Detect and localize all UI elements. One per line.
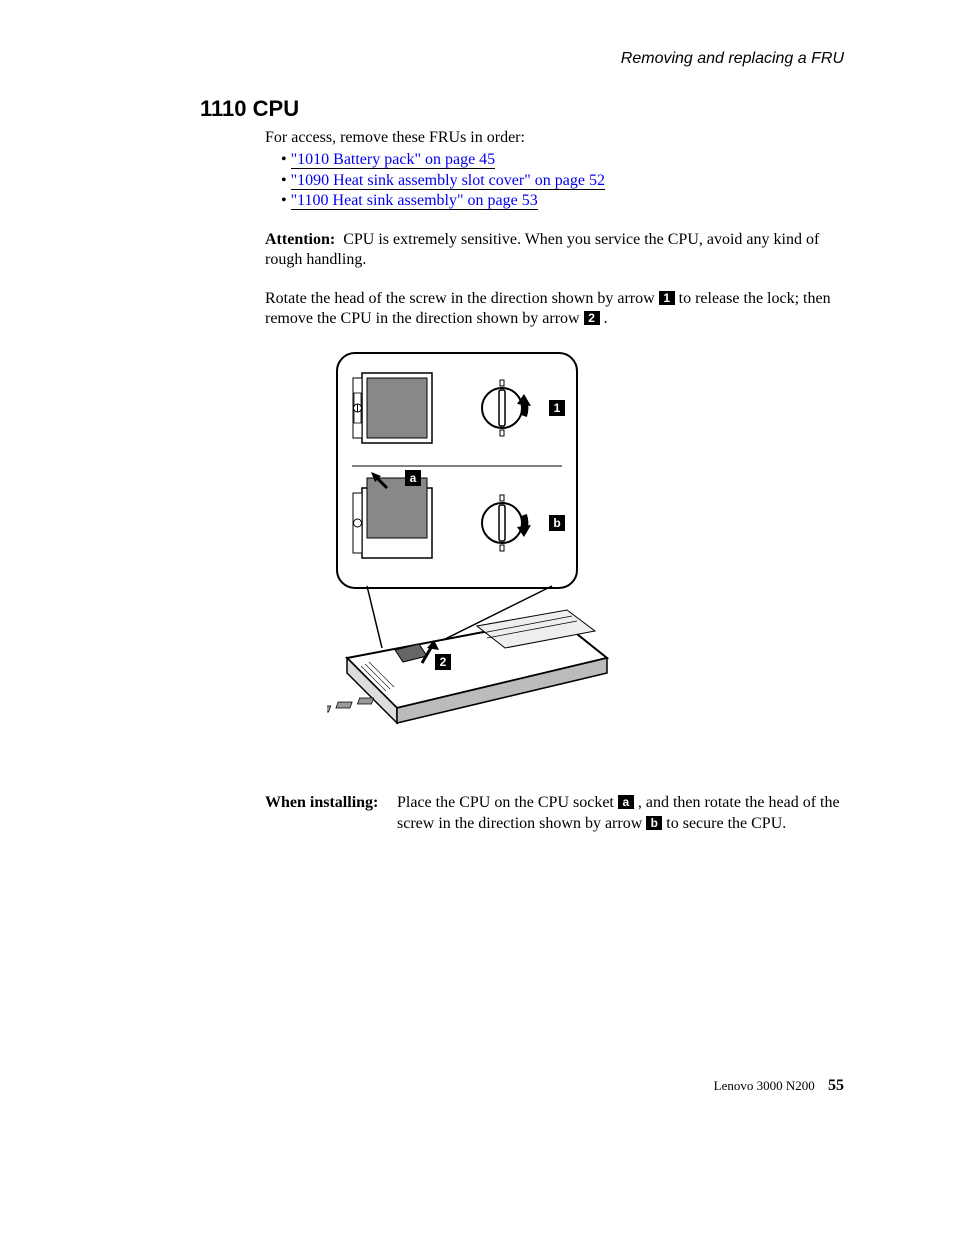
attention-para: Attention: CPU is extremely sensitive. W… (265, 230, 844, 271)
rotate-text-3: . (600, 310, 608, 327)
attention-text: CPU is extremely sensitive. When you ser… (265, 231, 819, 268)
figure-badge-b: b (553, 516, 560, 530)
footer-product: Lenovo 3000 N200 (714, 1078, 815, 1093)
rotate-text-1: Rotate the head of the screw in the dire… (265, 290, 659, 307)
figure-badge-a: a (410, 471, 417, 485)
figure: 1 a (110, 348, 844, 753)
section-title: 1110 CPU (200, 96, 844, 122)
list-item: "1100 Heat sink assembly" on page 53 (281, 191, 844, 211)
install-text-3: to secure the CPU. (662, 815, 786, 832)
footer-page-number: 55 (828, 1077, 844, 1094)
badge-1-icon: 1 (659, 291, 675, 305)
fru-prereq-list: "1010 Battery pack" on page 45 "1090 Hea… (265, 150, 844, 211)
diagram-svg: 1 a (327, 348, 627, 748)
chapter-header: Removing and replacing a FRU (110, 50, 844, 68)
badge-b-icon: b (646, 816, 662, 830)
figure-badge-1: 1 (554, 401, 561, 415)
link-battery-pack[interactable]: "1010 Battery pack" on page 45 (291, 151, 496, 169)
badge-2-icon: 2 (584, 311, 600, 325)
install-label: When installing: (265, 794, 378, 811)
attention-label: Attention: (265, 231, 335, 248)
install-text-1: Place the CPU on the CPU socket (397, 794, 618, 811)
link-heatsink-slot-cover[interactable]: "1090 Heat sink assembly slot cover" on … (291, 172, 605, 190)
link-heatsink-assembly[interactable]: "1100 Heat sink assembly" on page 53 (291, 192, 538, 210)
list-item: "1010 Battery pack" on page 45 (281, 150, 844, 170)
install-block: When installing: Place the CPU on the CP… (265, 793, 844, 834)
badge-a-icon: a (618, 795, 634, 809)
page-footer: Lenovo 3000 N200 55 (714, 1077, 844, 1095)
rotate-para: Rotate the head of the screw in the dire… (265, 289, 844, 330)
intro-text: For access, remove these FRUs in order: (265, 128, 844, 148)
list-item: "1090 Heat sink assembly slot cover" on … (281, 171, 844, 191)
figure-badge-2: 2 (440, 655, 447, 669)
